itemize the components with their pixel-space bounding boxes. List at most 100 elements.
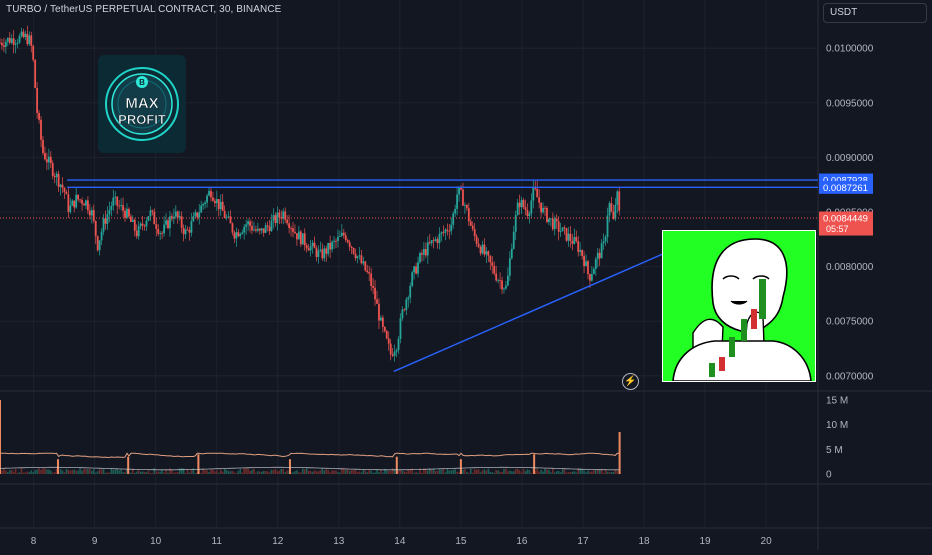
- volume-bar: [245, 468, 247, 474]
- volume-bar: [270, 469, 273, 474]
- countdown-label: 05:57: [826, 224, 849, 234]
- price-candle: [102, 218, 105, 232]
- price-candle: [108, 210, 111, 215]
- price-candle: [98, 240, 101, 251]
- price-candle: [131, 219, 134, 222]
- volume-bar: [591, 471, 593, 474]
- volume-bar: [356, 472, 359, 474]
- price-candle: [12, 38, 15, 45]
- volume-bar: [417, 472, 419, 474]
- currency-button[interactable]: USDT: [823, 3, 927, 23]
- lightning-icon[interactable]: ⚡: [622, 373, 639, 390]
- volume-bar: [432, 468, 435, 474]
- volume-bar: [536, 468, 538, 474]
- volume-bar: [294, 471, 296, 474]
- volume-bar: [528, 470, 531, 474]
- volume-bar: [210, 469, 212, 474]
- volume-bar: [434, 471, 437, 474]
- volume-bar: [196, 472, 199, 474]
- price-candle: [85, 200, 87, 206]
- volume-bar: [307, 470, 310, 474]
- price-candle: [321, 249, 324, 259]
- price-candle: [200, 205, 203, 213]
- volume-bar: [581, 469, 583, 474]
- volume-bar: [442, 468, 445, 474]
- price-candle: [268, 226, 271, 232]
- price-candle: [174, 211, 177, 217]
- volume-bar: [589, 471, 591, 474]
- price-candle: [520, 200, 523, 208]
- price-candle: [368, 272, 371, 274]
- price-candle: [258, 228, 261, 231]
- price-candle: [116, 196, 119, 206]
- price-candle: [344, 235, 347, 240]
- volume-bar: [466, 472, 468, 474]
- volume-bar: [247, 468, 249, 474]
- price-candle: [532, 187, 535, 201]
- price-candle: [137, 226, 140, 237]
- volume-bar: [141, 471, 144, 474]
- price-candle: [8, 37, 11, 43]
- y-tick-label: 0.0070000: [826, 371, 874, 382]
- volume-bar: [73, 469, 76, 474]
- price-candle: [411, 272, 414, 286]
- price-candle: [331, 241, 333, 250]
- candles: [0, 25, 621, 362]
- volume-bar: [440, 470, 443, 474]
- price-candle: [499, 280, 501, 282]
- volume-bar: [430, 468, 433, 474]
- volume-bar: [40, 469, 42, 474]
- price-candle: [526, 209, 529, 217]
- price-candle: [563, 227, 566, 229]
- volume-bar: [382, 472, 384, 474]
- price-label-text: 0.0084449: [823, 214, 868, 225]
- price-candle: [63, 187, 66, 193]
- volume-bar: [462, 469, 464, 474]
- price-candle: [274, 215, 277, 224]
- volume-bar: [446, 468, 449, 474]
- price-candle: [393, 351, 396, 356]
- price-candle: [438, 233, 441, 244]
- volume-bar: [153, 468, 156, 474]
- price-candle: [145, 220, 148, 227]
- price-candle: [124, 210, 126, 218]
- volume-bar: [182, 468, 185, 474]
- price-candle: [53, 176, 56, 178]
- price-candle: [282, 211, 285, 219]
- price-candle: [581, 250, 584, 256]
- price-candle: [143, 225, 146, 227]
- price-candle: [571, 240, 574, 244]
- price-candle: [221, 201, 224, 211]
- price-candle: [549, 218, 552, 220]
- volume-bar: [311, 471, 314, 474]
- volume-bar: [298, 472, 300, 474]
- volume-bar: [71, 470, 74, 474]
- support-trendline: [393, 237, 700, 373]
- volume-bar: [79, 468, 81, 474]
- volume-bar: [108, 472, 111, 474]
- price-candle: [465, 204, 468, 209]
- price-candle: [30, 35, 33, 46]
- volume-bar: [188, 472, 191, 474]
- volume-bar: [214, 471, 216, 474]
- volume-bar: [20, 468, 23, 474]
- volume-bar: [479, 472, 482, 474]
- volume-spike: [533, 454, 536, 474]
- price-candle: [528, 213, 531, 217]
- volume-bar: [241, 472, 244, 474]
- volume-bar: [520, 472, 523, 474]
- volume-bar: [130, 472, 132, 474]
- volume-bar: [393, 469, 396, 474]
- volume-bar: [276, 471, 279, 474]
- price-candle: [475, 236, 478, 244]
- price-candle: [534, 187, 537, 189]
- volume-bar: [7, 472, 9, 474]
- volume-bar: [268, 472, 271, 474]
- volume-bar: [251, 469, 253, 474]
- price-candle: [231, 223, 234, 233]
- price-candle: [448, 230, 451, 232]
- volume-bar: [602, 473, 605, 474]
- volume-bar: [514, 469, 517, 474]
- volume-bars: [0, 399, 621, 474]
